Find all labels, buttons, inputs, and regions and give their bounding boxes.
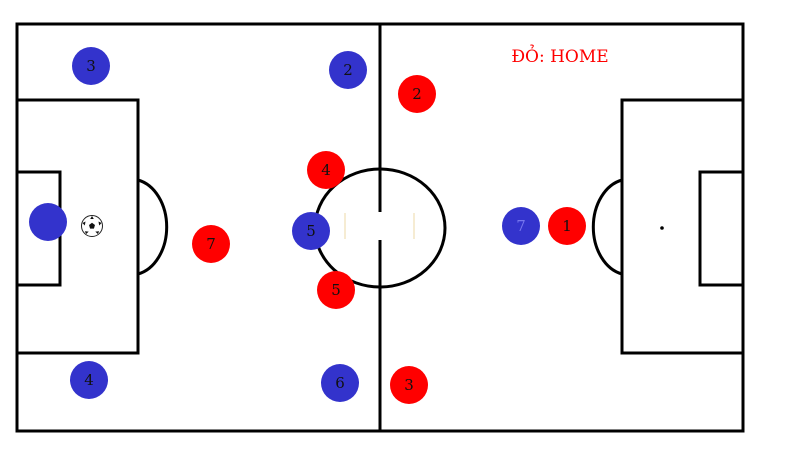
team-label: ĐỎ: HOME xyxy=(511,44,608,67)
blue-player-4: 4 xyxy=(70,361,108,399)
red-player-1: 1 xyxy=(548,207,586,245)
player-number: 5 xyxy=(306,222,316,240)
player-marker xyxy=(502,207,540,245)
player-marker xyxy=(70,361,108,399)
right-penalty-spot xyxy=(660,226,664,230)
right-penalty-arc xyxy=(591,178,623,276)
right-goal-area xyxy=(698,170,745,287)
player-number: 7 xyxy=(206,235,216,253)
red-player-5: 5 xyxy=(317,271,355,309)
player-number: 4 xyxy=(84,371,94,389)
player-number: 7 xyxy=(516,217,526,235)
player-marker xyxy=(317,271,355,309)
player-number: 5 xyxy=(331,281,341,299)
center-circle-blot xyxy=(344,212,415,240)
player-marker xyxy=(321,364,359,402)
left-penalty-arc xyxy=(137,178,169,276)
players-layer: 3 2 2 4 5 7 7 1 5 4 6 3 xyxy=(29,47,586,404)
red-player-7: 7 xyxy=(192,225,230,263)
soccer-ball-icon xyxy=(81,215,103,237)
blue-player-5: 5 xyxy=(292,212,330,250)
player-marker xyxy=(307,151,345,189)
player-number: 2 xyxy=(412,85,422,103)
player-number: 6 xyxy=(335,374,345,392)
player-marker xyxy=(292,212,330,250)
player-number: 3 xyxy=(404,376,414,394)
player-marker xyxy=(329,51,367,89)
player-number: 1 xyxy=(562,217,572,235)
blue-player-3: 3 xyxy=(72,47,110,85)
player-marker xyxy=(192,225,230,263)
blue-player-6: 6 xyxy=(321,364,359,402)
player-marker xyxy=(548,207,586,245)
blue-player-2: 2 xyxy=(329,51,367,89)
blue-player-7: 7 xyxy=(502,207,540,245)
player-marker xyxy=(72,47,110,85)
player-number: 2 xyxy=(343,61,353,79)
player-marker xyxy=(29,203,67,241)
red-player-2: 2 xyxy=(398,75,436,113)
blue-player-unnumbered xyxy=(29,203,67,241)
player-number: 3 xyxy=(86,57,96,75)
red-player-4: 4 xyxy=(307,151,345,189)
red-player-3: 3 xyxy=(390,366,428,404)
player-marker xyxy=(398,75,436,113)
player-number: 4 xyxy=(321,161,331,179)
right-penalty-area xyxy=(620,98,745,355)
player-marker xyxy=(390,366,428,404)
